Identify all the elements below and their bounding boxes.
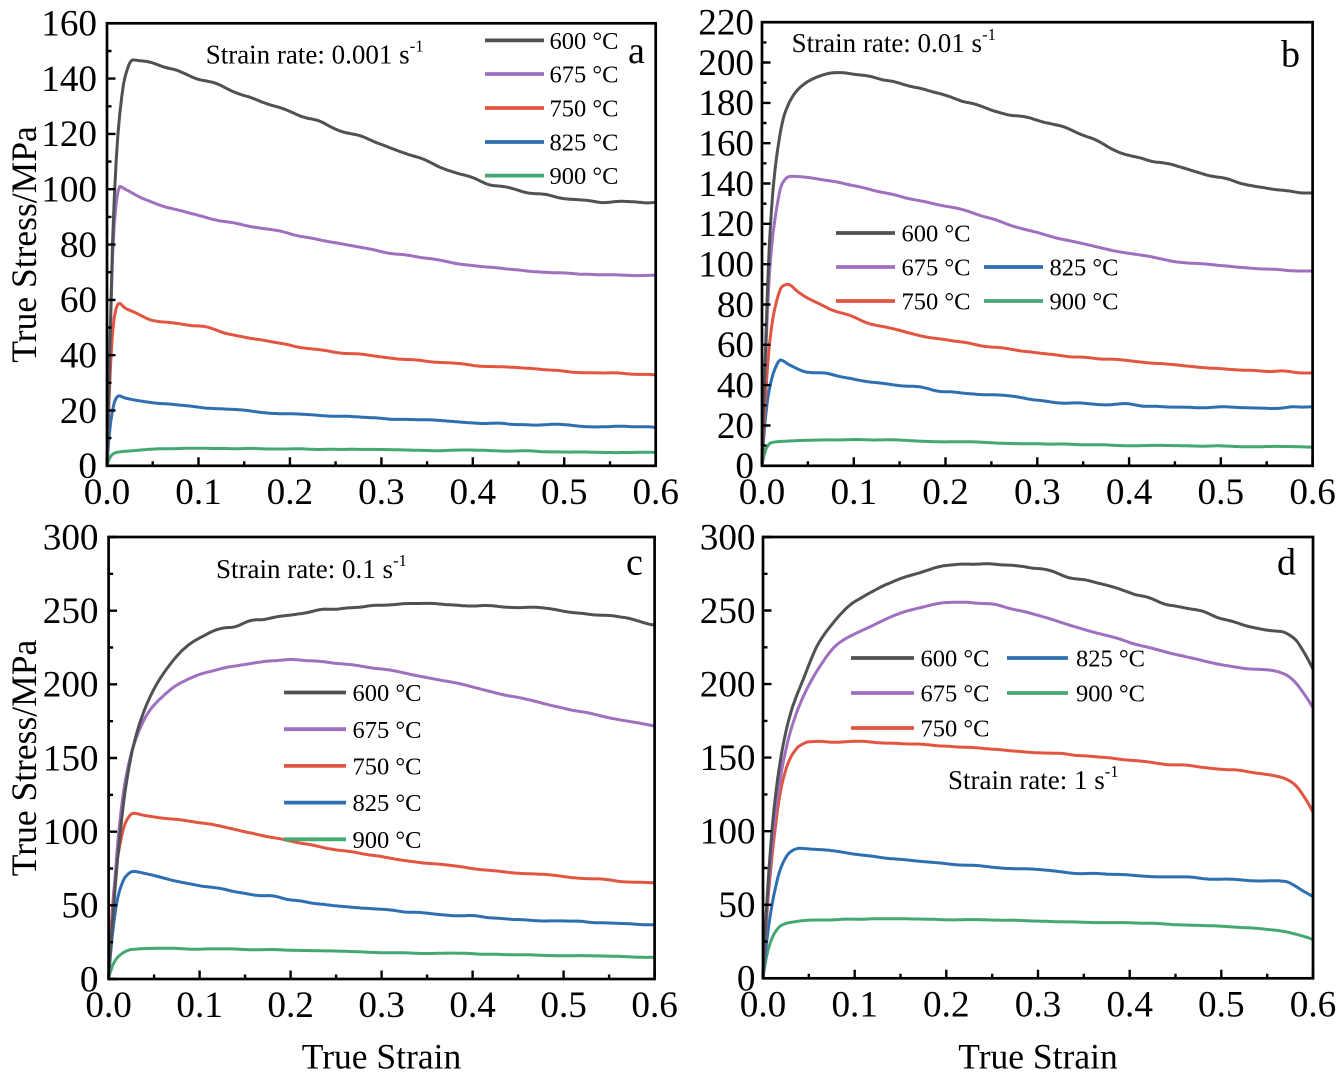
svg-text:750 °C: 750 °C (550, 96, 619, 123)
svg-text:150: 150 (43, 738, 99, 779)
svg-text:Strain rate: 1 s-1: Strain rate: 1 s-1 (948, 762, 1119, 795)
svg-text:0.2: 0.2 (923, 984, 969, 1025)
svg-text:120: 120 (41, 114, 97, 155)
svg-text:600 °C: 600 °C (353, 680, 422, 707)
svg-text:0.0: 0.0 (85, 985, 131, 1026)
svg-text:0.1: 0.1 (175, 472, 221, 513)
svg-text:750 °C: 750 °C (902, 289, 971, 316)
svg-text:0.5: 0.5 (540, 985, 586, 1026)
svg-text:0.4: 0.4 (1106, 984, 1153, 1025)
svg-text:0: 0 (78, 446, 97, 487)
svg-text:180: 180 (698, 83, 754, 124)
svg-text:250: 250 (43, 591, 99, 632)
svg-text:600 °C: 600 °C (550, 28, 619, 55)
svg-text:True Strain: True Strain (958, 1037, 1118, 1077)
svg-text:100: 100 (41, 170, 97, 211)
svg-text:20: 20 (60, 391, 97, 432)
svg-text:40: 40 (60, 336, 97, 377)
svg-text:900 °C: 900 °C (1076, 681, 1145, 708)
svg-text:0: 0 (735, 446, 754, 487)
svg-text:675 °C: 675 °C (550, 62, 619, 89)
svg-text:250: 250 (700, 591, 756, 632)
svg-text:675 °C: 675 °C (902, 255, 971, 282)
svg-text:b: b (1281, 34, 1300, 76)
svg-text:True Strain: True Strain (302, 1037, 462, 1077)
svg-text:60: 60 (60, 280, 97, 321)
svg-text:20: 20 (717, 406, 754, 447)
svg-text:d: d (1277, 542, 1296, 584)
svg-text:140: 140 (698, 164, 754, 205)
svg-text:50: 50 (61, 886, 98, 927)
svg-text:0.6: 0.6 (1289, 472, 1335, 513)
svg-text:825 °C: 825 °C (1076, 646, 1145, 673)
svg-text:0.4: 0.4 (450, 472, 497, 513)
svg-text:0.1: 0.1 (176, 985, 222, 1026)
svg-text:0.6: 0.6 (631, 985, 677, 1026)
svg-text:150: 150 (700, 738, 756, 779)
svg-text:100: 100 (43, 812, 99, 853)
svg-text:0.2: 0.2 (267, 472, 313, 513)
svg-text:100: 100 (698, 245, 754, 286)
svg-text:0: 0 (80, 959, 99, 1000)
svg-text:825 °C: 825 °C (353, 790, 422, 817)
svg-text:160: 160 (698, 124, 754, 165)
svg-text:0.3: 0.3 (358, 472, 404, 513)
svg-text:300: 300 (43, 517, 99, 558)
svg-text:c: c (626, 542, 643, 584)
svg-text:0: 0 (737, 959, 756, 1000)
svg-text:True Stress/MPa: True Stress/MPa (4, 126, 44, 363)
svg-text:0.5: 0.5 (541, 472, 587, 513)
svg-text:900 °C: 900 °C (1050, 289, 1119, 316)
svg-text:600 °C: 600 °C (902, 221, 971, 248)
svg-text:0.5: 0.5 (1198, 472, 1244, 513)
svg-text:120: 120 (698, 204, 754, 245)
svg-text:80: 80 (60, 225, 97, 266)
svg-text:0.5: 0.5 (1198, 984, 1244, 1025)
svg-text:0.1: 0.1 (831, 472, 877, 513)
svg-text:Strain rate: 0.001 s-1: Strain rate: 0.001 s-1 (206, 37, 424, 70)
svg-text:200: 200 (43, 665, 99, 706)
svg-text:160: 160 (41, 4, 97, 45)
svg-text:140: 140 (41, 59, 97, 100)
svg-text:a: a (628, 30, 645, 72)
svg-text:200: 200 (700, 664, 756, 705)
svg-text:0.0: 0.0 (84, 472, 130, 513)
svg-text:825 °C: 825 °C (550, 130, 619, 157)
svg-text:300: 300 (700, 517, 756, 558)
svg-text:Strain rate: 0.1 s-1: Strain rate: 0.1 s-1 (216, 551, 407, 584)
svg-text:675 °C: 675 °C (353, 717, 422, 744)
svg-text:True Stress/MPa: True Stress/MPa (4, 640, 44, 877)
svg-text:750 °C: 750 °C (921, 716, 990, 743)
svg-text:0.3: 0.3 (1014, 472, 1060, 513)
svg-text:675 °C: 675 °C (921, 681, 990, 708)
svg-text:0.0: 0.0 (740, 984, 786, 1025)
svg-text:0.6: 0.6 (1290, 984, 1336, 1025)
svg-text:0.4: 0.4 (449, 985, 496, 1026)
svg-text:0.2: 0.2 (267, 985, 313, 1026)
svg-text:40: 40 (717, 365, 754, 406)
svg-text:0.3: 0.3 (358, 985, 404, 1026)
svg-text:900 °C: 900 °C (550, 163, 619, 190)
svg-text:600 °C: 600 °C (921, 646, 990, 673)
svg-text:60: 60 (717, 325, 754, 366)
svg-text:200: 200 (698, 43, 754, 84)
svg-text:100: 100 (700, 812, 756, 853)
svg-text:750 °C: 750 °C (353, 754, 422, 781)
svg-text:0.4: 0.4 (1106, 472, 1153, 513)
svg-text:0.6: 0.6 (632, 472, 678, 513)
svg-text:0.0: 0.0 (739, 472, 785, 513)
svg-text:Strain rate: 0.01 s-1: Strain rate: 0.01 s-1 (792, 25, 996, 58)
svg-text:0.1: 0.1 (831, 984, 877, 1025)
svg-text:80: 80 (717, 285, 754, 326)
svg-text:900 °C: 900 °C (353, 827, 422, 854)
svg-text:0.2: 0.2 (922, 472, 968, 513)
svg-text:220: 220 (698, 3, 754, 44)
svg-text:50: 50 (718, 885, 755, 926)
svg-text:0.3: 0.3 (1015, 984, 1061, 1025)
svg-text:825 °C: 825 °C (1050, 255, 1119, 282)
